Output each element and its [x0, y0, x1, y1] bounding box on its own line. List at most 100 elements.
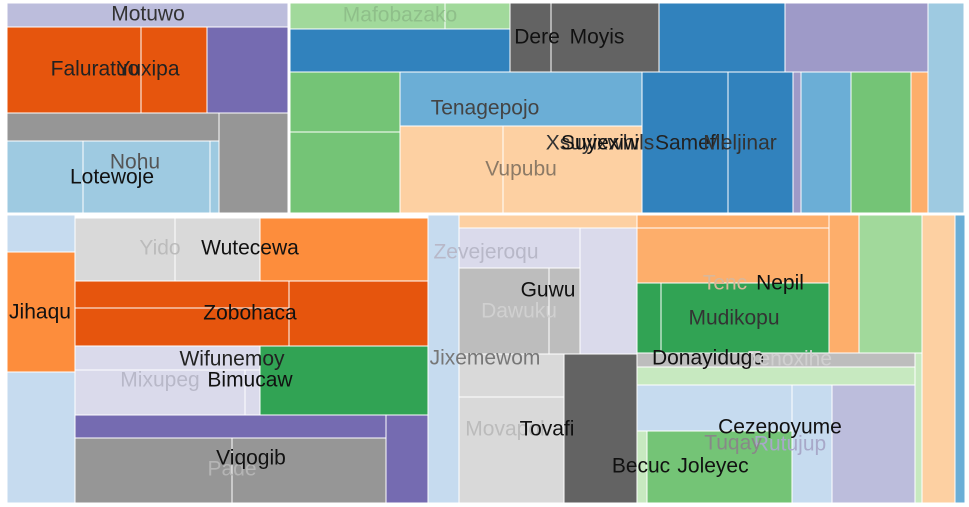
cell-label: Jixemewom: [430, 347, 541, 370]
cell-label: Mudikopu: [688, 307, 779, 330]
treemap-cell: [954, 214, 966, 504]
treemap-cell: [548, 267, 581, 355]
cell-label: Lotewoje: [70, 166, 154, 189]
cell-label: Donayidugo: [652, 347, 764, 370]
treemap-cell: [74, 280, 290, 309]
treemap-cell: [259, 217, 429, 282]
treemap-cell: [850, 71, 912, 214]
treemap-cell: [646, 430, 793, 504]
cell-label: Rutujup: [754, 433, 826, 456]
treemap-cell: [800, 71, 852, 214]
cell-label: Guwu: [521, 279, 576, 302]
cell-label: Wutecewa: [201, 237, 299, 260]
treemap-cell: [74, 414, 387, 439]
treemap-cell: [509, 2, 552, 73]
cell-label: Zobohaca: [203, 302, 297, 325]
treemap-cell: [174, 217, 261, 282]
cell-label: Tovafi: [520, 418, 575, 441]
cell-label: Mixupeg: [120, 369, 199, 392]
treemap-cell: [289, 2, 446, 30]
cell-label: Nepil: [756, 272, 804, 295]
cell-label: Tenagepojo: [431, 97, 540, 120]
treemap-cell: [6, 112, 220, 142]
treemap-cell: [206, 26, 289, 114]
treemap-cell: [218, 112, 289, 214]
treemap-cell: [74, 217, 176, 282]
treemap-cell: [385, 414, 429, 504]
cell-label: Zevejeroqu: [433, 241, 538, 264]
cell-label: Yido: [139, 237, 180, 260]
cell-label: Mafobazako: [343, 4, 457, 27]
treemap-cell: [209, 140, 220, 214]
cell-label: Viqogib: [216, 447, 286, 470]
treemap-cell: [636, 384, 793, 432]
treemap-cell: [828, 214, 860, 354]
cell-label: Jihaqu: [9, 301, 71, 324]
treemap-cell: [259, 345, 429, 416]
treemap-cell: [636, 282, 662, 355]
cell-label: Xsuyixwhils: [546, 132, 655, 155]
cell-label: Joleyec: [677, 455, 748, 478]
treemap-cell: [831, 384, 916, 504]
treemap-cell: [927, 2, 965, 214]
cell-label: Samefil: [655, 132, 725, 155]
treemap-cell: [910, 71, 929, 214]
treemap-cell: [914, 352, 923, 504]
treemap-cell: [791, 384, 833, 504]
treemap-cell: [289, 131, 401, 214]
cell-label: Nohu: [110, 151, 160, 174]
cell-label: Becuc: [612, 455, 670, 478]
treemap-cell: [74, 369, 246, 416]
treemap-cell: [458, 353, 565, 398]
treemap-cell: [289, 71, 401, 133]
cell-label: Tenc: [703, 272, 747, 295]
cell-label: Dere: [514, 26, 560, 49]
cell-label: Vupubu: [485, 158, 557, 181]
treemap-cell: [658, 2, 786, 73]
treemap-cell: [727, 71, 794, 214]
treemap-cell: [6, 26, 142, 114]
treemap-cell: [74, 307, 290, 347]
cell-label: Moyis: [570, 26, 625, 49]
treemap-cell: [231, 437, 387, 504]
treemap-cell: [792, 71, 802, 214]
treemap-cell: [641, 71, 729, 214]
treemap-cell: [563, 353, 638, 504]
cell-label: Wifunemoy: [179, 348, 285, 371]
treemap-cell: [427, 214, 460, 504]
cell-label: Dawuku: [481, 300, 557, 323]
treemap-cell: [6, 140, 84, 214]
treemap-cell: [6, 214, 76, 253]
treemap-cell: [458, 396, 565, 504]
treemap-cell: [6, 2, 289, 28]
treemap-cell: [74, 345, 261, 371]
treemap-cell: [921, 214, 956, 504]
cell-label: Meljinar: [703, 132, 777, 155]
treemap-cell: [502, 125, 643, 214]
cell-label: Pade: [207, 458, 256, 481]
cell-label: Cezepoyume: [718, 416, 842, 439]
treemap-cell: [784, 2, 929, 73]
treemap-cell: [6, 371, 76, 504]
treemap-cell: [636, 227, 830, 284]
cell-label: Suyexiw: [561, 132, 640, 155]
treemap-cell: [636, 214, 830, 229]
treemap-cell: [82, 140, 211, 214]
cell-label: Bimucaw: [207, 369, 293, 392]
treemap-cell: [6, 251, 76, 373]
treemap-cell: [858, 214, 923, 354]
cell-label: Tenoxihe: [748, 348, 832, 371]
cell-label: Tuqay: [704, 432, 762, 455]
cell-label: Motuwo: [111, 3, 185, 26]
treemap-cell: [74, 437, 233, 504]
treemap-cell: [140, 26, 208, 114]
treemap-cell: [288, 280, 429, 347]
treemap-cell: [579, 227, 638, 356]
cell-label: Yuxipa: [116, 58, 179, 81]
cell-label: Faluratuo: [51, 58, 140, 81]
treemap-cell: [399, 71, 643, 127]
treemap-cell: [458, 214, 638, 229]
cell-label: Movapol: [465, 418, 544, 441]
